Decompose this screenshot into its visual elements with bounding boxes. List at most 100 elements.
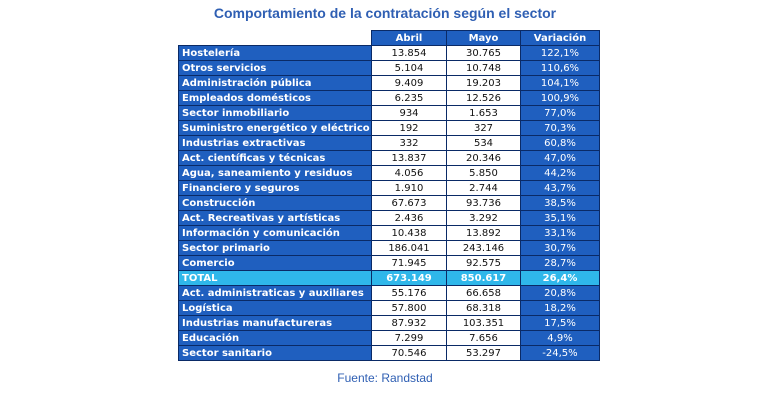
sector-name-cell: Información y comunicación (178, 225, 372, 241)
variacion-value-cell: 122,1% (520, 45, 600, 61)
abril-value-cell: 4.056 (371, 165, 447, 181)
sector-name-cell: Logística (178, 300, 372, 316)
table-row: Sector primario 186.041 243.146 30,7% (178, 240, 600, 256)
table-row: Act. administraticas y auxiliares 55.176 6… (178, 285, 600, 301)
sector-name-cell: Construcción (178, 195, 372, 211)
mayo-value-cell: 10.748 (446, 60, 521, 76)
mayo-value-cell: 327 (446, 120, 521, 136)
mayo-value-cell: 12.526 (446, 90, 521, 106)
abril-value-cell: 332 (371, 135, 447, 151)
mayo-value-cell: 103.351 (446, 315, 521, 331)
sector-name-cell: Sector inmobiliario (178, 105, 372, 121)
table-row: Comercio 71.945 92.575 28,7% (178, 255, 600, 271)
sector-name-cell: Otros servicios (178, 60, 372, 76)
table-row: Otros servicios 5.104 10.748 110,6% (178, 60, 600, 76)
mayo-value-cell: 19.203 (446, 75, 521, 91)
sector-name-cell: Educación (178, 330, 372, 346)
mayo-value-cell: 1.653 (446, 105, 521, 121)
table-row: Educación 7.299 7.656 4,9% (178, 330, 600, 346)
variacion-value-cell: 60,8% (520, 135, 600, 151)
variacion-value-cell: 38,5% (520, 195, 600, 211)
table-row: Financiero y seguros 1.910 2.744 43,7% (178, 180, 600, 196)
sector-name-cell: Comercio (178, 255, 372, 271)
variacion-value-cell: 70,3% (520, 120, 600, 136)
table-body: Hostelería 13.854 30.765 122,1% Otros servic… (178, 45, 600, 361)
source-note: Fuente: Randstad (337, 371, 433, 385)
variacion-value-cell: 43,7% (520, 180, 600, 196)
variacion-value-cell: 47,0% (520, 150, 600, 166)
sector-name-cell: Act. Recreativas y artísticas (178, 210, 372, 226)
table-row: Logística 57.800 68.318 18,2% (178, 300, 600, 316)
abril-value-cell: 87.932 (371, 315, 447, 331)
header-mayo: Mayo (446, 30, 521, 46)
header-abril: Abril (371, 30, 447, 46)
abril-value-cell: 6.235 (371, 90, 447, 106)
variacion-value-cell: 110,6% (520, 60, 600, 76)
table-row: Información y comunicación 10.438 13.892 33… (178, 225, 600, 241)
mayo-value-cell: 13.892 (446, 225, 521, 241)
abril-value-cell: 186.041 (371, 240, 447, 256)
mayo-value-cell: 66.658 (446, 285, 521, 301)
abril-value-cell: 13.837 (371, 150, 447, 166)
abril-value-cell: 57.800 (371, 300, 447, 316)
sector-name-cell: Act. científicas y técnicas (178, 150, 372, 166)
table-row: Administración pública 9.409 19.203 104,1% (178, 75, 600, 91)
sector-name-cell: Sector sanitario (178, 345, 372, 361)
sector-name-cell: Empleados domésticos (178, 90, 372, 106)
mayo-value-cell: 534 (446, 135, 521, 151)
mayo-value-cell: 2.744 (446, 180, 521, 196)
table-title: Comportamiento de la contratación según … (213, 5, 557, 21)
table-row: Suministro energético y eléctrico 192 327 7… (178, 120, 600, 136)
mayo-value-cell: 20.346 (446, 150, 521, 166)
variacion-value-cell: 4,9% (520, 330, 600, 346)
abril-value-cell: 13.854 (371, 45, 447, 61)
sector-name-cell: Administración pública (178, 75, 372, 91)
mayo-value-cell: 243.146 (446, 240, 521, 256)
mayo-value-cell: 93.736 (446, 195, 521, 211)
variacion-value-cell: 18,2% (520, 300, 600, 316)
abril-value-cell: 71.945 (371, 255, 447, 271)
table-row: Act. científicas y técnicas 13.837 20.346 4… (178, 150, 600, 166)
sector-name-cell: Hostelería (178, 45, 372, 61)
abril-value-cell: 10.438 (371, 225, 447, 241)
header-row: Abril Mayo Variación (178, 30, 600, 46)
abril-value-cell: 934 (371, 105, 447, 121)
variacion-value-cell: 33,1% (520, 225, 600, 241)
abril-value-cell: 67.673 (371, 195, 447, 211)
table-row: Hostelería 13.854 30.765 122,1% (178, 45, 600, 61)
abril-value-cell: 5.104 (371, 60, 447, 76)
header-blank (178, 30, 372, 46)
abril-value-cell: 2.436 (371, 210, 447, 226)
sector-name-cell: Financiero y seguros (178, 180, 372, 196)
mayo-value-cell: 5.850 (446, 165, 521, 181)
table-row: Act. Recreativas y artísticas 2.436 3.292 3… (178, 210, 600, 226)
sector-table: Abril Mayo Variación Hostelería 13.854 30.… (178, 30, 600, 361)
abril-value-cell: 7.299 (371, 330, 447, 346)
variacion-value-cell: 28,7% (520, 255, 600, 271)
mayo-value-cell: 68.318 (446, 300, 521, 316)
abril-value-cell: 1.910 (371, 180, 447, 196)
abril-value-cell: 70.546 (371, 345, 447, 361)
sector-name-cell: Act. administraticas y auxiliares (178, 285, 372, 301)
variacion-value-cell: 26,4% (520, 270, 600, 286)
abril-value-cell: 192 (371, 120, 447, 136)
sector-name-cell: Industrias manufactureras (178, 315, 372, 331)
table-row: Industrias extractivas 332 534 60,8% (178, 135, 600, 151)
variacion-value-cell: 35,1% (520, 210, 600, 226)
sector-name-cell: Sector primario (178, 240, 372, 256)
header-variacion: Variación (520, 30, 600, 46)
mayo-value-cell: 3.292 (446, 210, 521, 226)
table-row: Sector inmobiliario 934 1.653 77,0% (178, 105, 600, 121)
variacion-value-cell: 77,0% (520, 105, 600, 121)
sector-name-cell: Agua, saneamiento y residuos (178, 165, 372, 181)
table-row: Construcción 67.673 93.736 38,5% (178, 195, 600, 211)
variacion-value-cell: 100,9% (520, 90, 600, 106)
variacion-value-cell: -24,5% (520, 345, 600, 361)
mayo-value-cell: 92.575 (446, 255, 521, 271)
table-row: Empleados domésticos 6.235 12.526 100,9% (178, 90, 600, 106)
mayo-value-cell: 7.656 (446, 330, 521, 346)
mayo-value-cell: 850.617 (446, 270, 521, 286)
total-row: TOTAL 673.149 850.617 26,4% (178, 270, 600, 286)
variacion-value-cell: 17,5% (520, 315, 600, 331)
variacion-value-cell: 20,8% (520, 285, 600, 301)
